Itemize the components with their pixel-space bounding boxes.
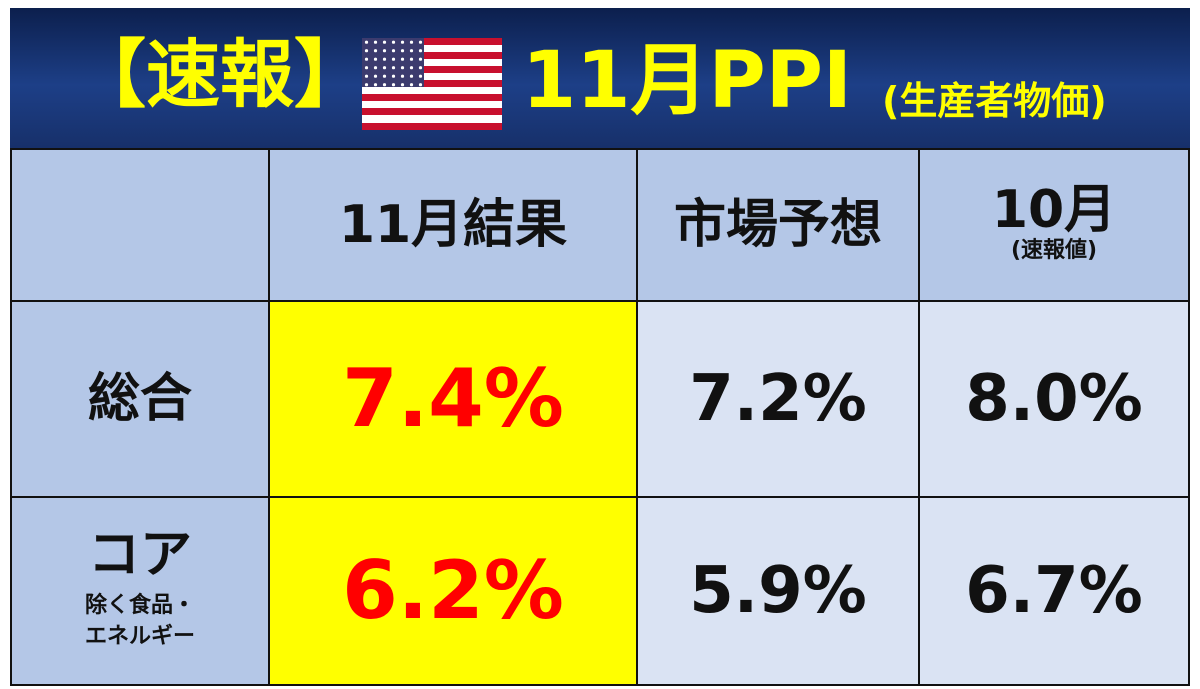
header-band: 【速報】 11月PPI (生産者物価) [10,8,1190,148]
result-value: 6.2% [342,544,564,637]
row-header: 総合 [10,300,270,498]
column-label: 市場予想 [673,195,882,255]
row-note: 除く食品・ [84,593,195,619]
column-label: 11月結果 [338,195,568,255]
result-value: 7.4% [342,352,564,445]
header-subtitle: (生産者物価) [882,79,1107,123]
row-label: 総合 [87,369,192,429]
corner-cell [10,148,270,302]
row-label: コア [87,525,192,586]
column-label: 10月 [991,179,1117,240]
value-cell: 8.0% [918,300,1190,498]
forecast-value: 7.2% [689,362,867,436]
column-header: 11月結果 [268,148,638,302]
column-header: 市場予想 [636,148,920,302]
value-cell: 6.7% [918,496,1190,686]
previous-value: 6.7% [965,554,1143,628]
result-cell: 7.4% [268,300,638,498]
value-cell: 7.2% [636,300,920,498]
us-flag [362,38,502,130]
forecast-value: 5.9% [689,554,867,628]
header-bracket: 【速報】 [72,32,368,118]
row-note: エネルギー [84,624,195,649]
header-title: 11月PPI [522,36,852,126]
column-header: 10月 (速報値) [918,148,1190,302]
column-note: (速報値) [1010,237,1098,263]
row-header: コア除く食品・エネルギー [10,496,270,686]
previous-value: 8.0% [965,362,1143,436]
result-cell: 6.2% [268,496,638,686]
value-cell: 5.9% [636,496,920,686]
